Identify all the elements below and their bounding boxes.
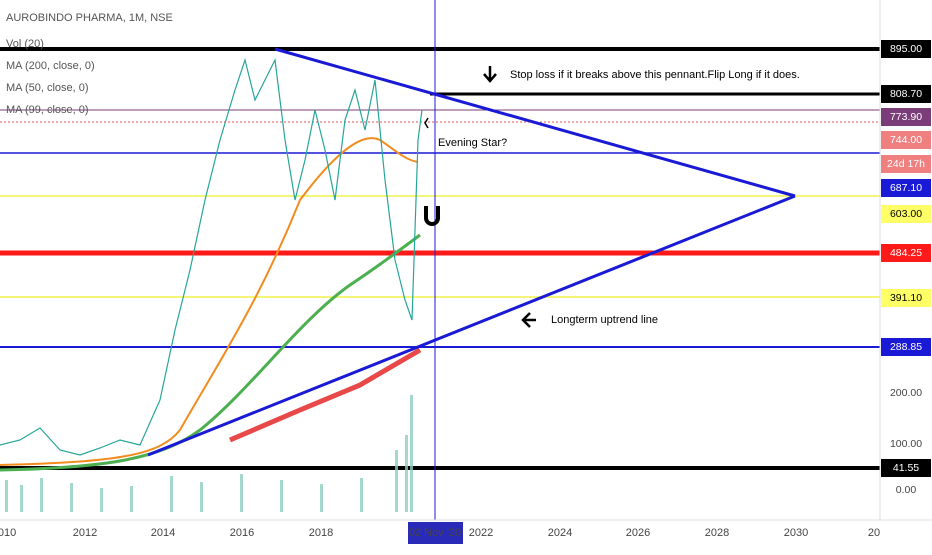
x-tick-label: 2012 — [73, 527, 97, 539]
price-label: 484.25 — [890, 247, 922, 259]
price-label: 24d 17h — [887, 158, 925, 170]
price-path — [0, 57, 423, 456]
price-label: 41.55 — [893, 462, 919, 474]
ma-99 — [0, 233, 421, 472]
annotation: Evening Star? — [438, 137, 507, 149]
symbol-title: AUROBINDO PHARMA, 1M, NSE — [6, 12, 173, 24]
price-label-bg — [881, 155, 931, 173]
x-tick-label: 2014 — [151, 527, 175, 539]
price-label: 808.70 — [890, 88, 922, 100]
x-tick-label: 2030 — [784, 527, 808, 539]
price-label: 603.00 — [890, 208, 922, 220]
x-tick-label: 2010 — [0, 527, 16, 539]
magnet-icon — [424, 206, 440, 226]
x-tick-label: 2028 — [705, 527, 729, 539]
x-tick-label: 20 — [868, 527, 880, 539]
indicator-label: MA (50, close, 0) — [6, 82, 89, 94]
price-label-bg — [881, 131, 931, 149]
x-tick-label: 2018 — [309, 527, 333, 539]
price-label: 773.90 — [890, 111, 922, 123]
price-label: 744.00 — [890, 134, 922, 146]
indicator-label: MA (200, close, 0) — [6, 60, 95, 72]
price-label: 687.10 — [890, 182, 922, 194]
price-label-bg — [881, 205, 931, 223]
price-label-bg — [881, 289, 931, 307]
price-label-bg — [881, 459, 931, 477]
date-badge: 02 Nov '20 — [409, 527, 461, 539]
x-tick-label: 2024 — [548, 527, 572, 539]
price-label: 0.00 — [896, 484, 917, 496]
price-label-bg — [881, 338, 931, 356]
indicator-label: MA (99, close, 0) — [6, 104, 89, 116]
x-tick-label: 2026 — [626, 527, 650, 539]
ma-200 — [229, 347, 422, 443]
trend-line — [147, 194, 796, 457]
annotation: Longterm uptrend line — [551, 314, 658, 326]
ma-50 — [0, 137, 419, 466]
date-badge-bg — [408, 522, 463, 544]
arrow-icon — [521, 312, 536, 328]
indicator-label: Vol (20) — [6, 38, 44, 50]
price-label-bg — [881, 40, 931, 58]
price-label: 391.10 — [890, 292, 922, 304]
price-label-bg — [881, 108, 931, 126]
price-label: 200.00 — [890, 387, 922, 399]
price-label-bg — [881, 179, 931, 197]
trend-line — [274, 47, 796, 198]
arrow-icon — [483, 66, 497, 83]
x-tick-label: 2022 — [469, 527, 493, 539]
price-label: 100.00 — [890, 438, 922, 450]
x-tick-label: 2016 — [230, 527, 254, 539]
price-label-bg — [881, 85, 931, 103]
price-label: 895.00 — [890, 43, 922, 55]
volume-bars — [5, 395, 413, 512]
price-label-bg — [881, 244, 931, 262]
arrow-icon — [424, 117, 429, 129]
annotation: Stop loss if it breaks above this pennan… — [510, 69, 800, 81]
price-label: 288.85 — [890, 341, 922, 353]
